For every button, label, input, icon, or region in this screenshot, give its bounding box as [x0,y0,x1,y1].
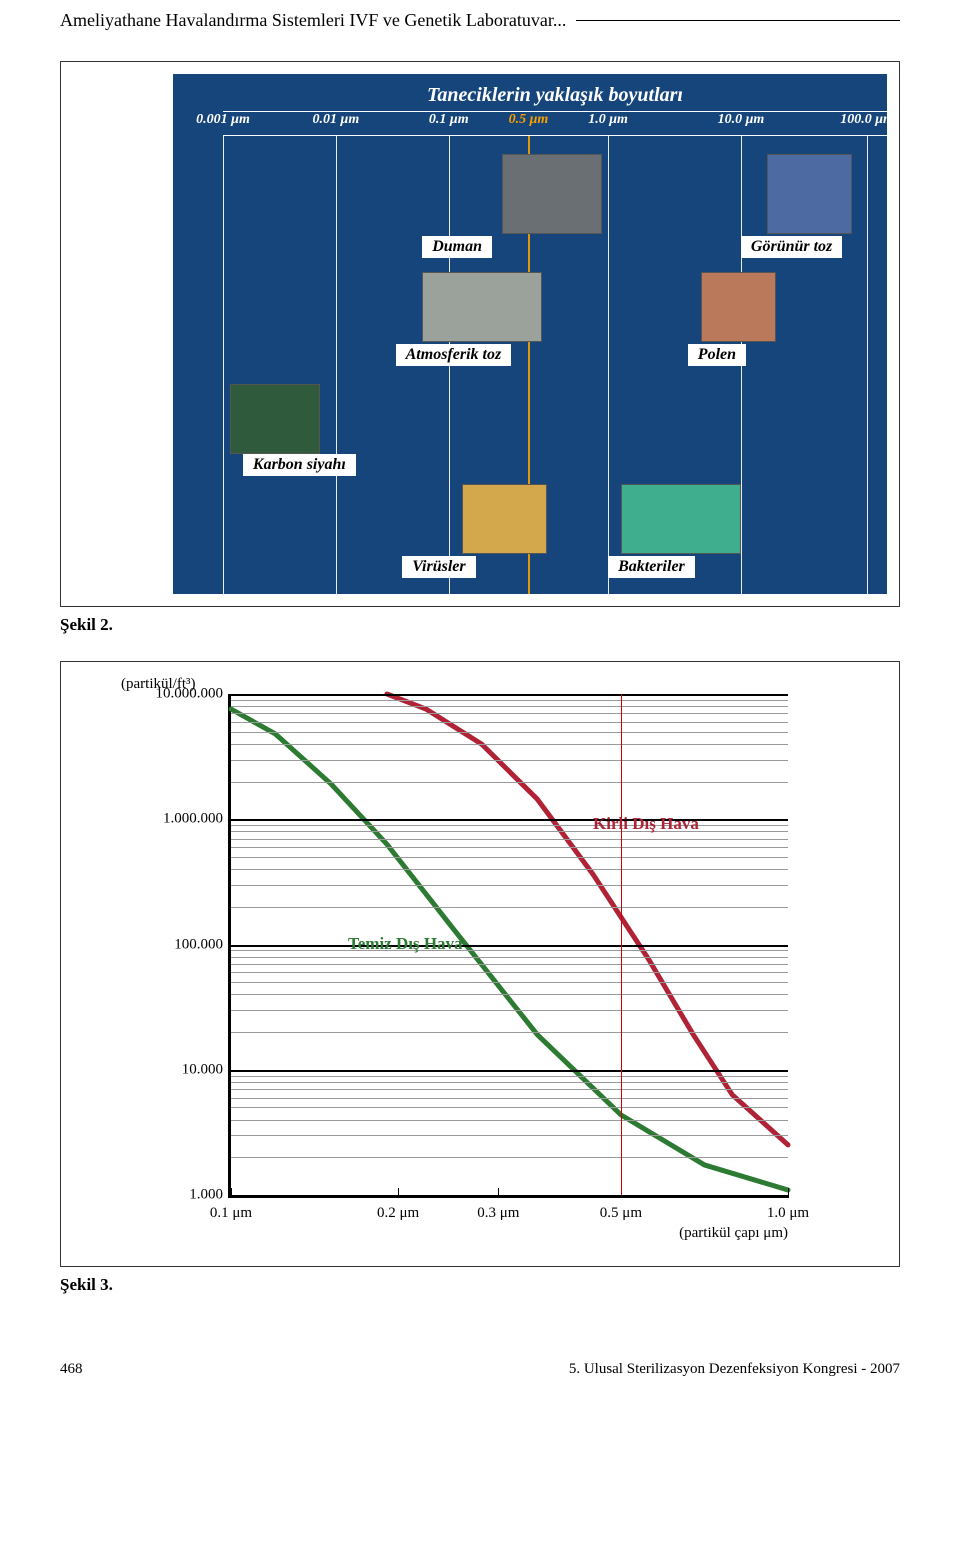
x-tick-label: 0.5 μm [600,1205,642,1222]
y-minor-gridline [231,857,788,858]
scale-tick: 100.0 μm [840,112,894,128]
scale-tick: 10.0 μm [718,112,765,128]
y-major-gridline [231,1070,788,1072]
y-minor-gridline [231,957,788,958]
figure-1-caption: Şekil 2. [60,615,900,635]
y-minor-gridline [231,994,788,995]
y-minor-gridline [231,700,788,701]
particle-label: Karbon siyahı [243,454,356,476]
y-tick-label: 1.000 [189,1187,223,1204]
particle-label: Görünür toz [741,236,842,258]
y-major-gridline [231,1195,788,1197]
y-minor-gridline [231,1157,788,1158]
y-minor-gridline [231,706,788,707]
header-title: Ameliyathane Havalandırma Sistemleri IVF… [60,10,566,31]
x-tick-label: 0.2 μm [377,1205,419,1222]
diagram-title: Taneciklerin yaklaşık boyutları [223,84,887,112]
particle-label: Polen [688,344,746,366]
header-rule-line [576,20,900,21]
particle-size-diagram: Taneciklerin yaklaşık boyutları 0.001 μm… [173,74,887,594]
y-minor-gridline [231,1089,788,1090]
scale-tick: 0.1 μm [429,112,469,128]
x-tick [788,1188,789,1198]
chart-plot-area: (partikül çapı μm) 10.000.0001.000.00010… [228,694,788,1198]
size-scale: 0.001 μm0.01 μm0.1 μm0.5 μm1.0 μm10.0 μm… [223,112,887,136]
scale-vertical-line [867,136,868,594]
y-minor-gridline [231,869,788,870]
y-minor-gridline [231,760,788,761]
page-footer: 468 5. Ulusal Sterilizasyon Dezenfeksiyo… [60,1321,900,1388]
x-tick-label: 0.1 μm [210,1205,252,1222]
particle-image-swatch [701,272,776,342]
particle-image-swatch [230,384,320,454]
y-minor-gridline [231,1135,788,1136]
figure-2-caption: Şekil 3. [60,1275,900,1295]
particle-image-swatch [621,484,741,554]
y-minor-gridline [231,1120,788,1121]
x-tick-label: 1.0 μm [767,1205,809,1222]
y-minor-gridline [231,722,788,723]
y-minor-gridline [231,825,788,826]
scale-vertical-line [608,136,609,594]
particle-label: Bakteriler [608,556,695,578]
running-header: Ameliyathane Havalandırma Sistemleri IVF… [60,10,900,31]
y-tick-label: 100.000 [174,936,223,953]
x-tick [498,1188,499,1198]
y-minor-gridline [231,982,788,983]
y-minor-gridline [231,839,788,840]
figure-1-box: Taneciklerin yaklaşık boyutları 0.001 μm… [60,61,900,607]
y-minor-gridline [231,732,788,733]
y-minor-gridline [231,964,788,965]
scale-tick: 0.001 μm [196,112,250,128]
particle-label: Virüsler [402,556,475,578]
series-label: Temiz Dış Hava [348,934,463,954]
particle-count-chart: (partikül/ft³) (partikül çapı μm) 10.000… [73,674,887,1254]
y-minor-gridline [231,831,788,832]
y-major-gridline [231,945,788,947]
y-minor-gridline [231,847,788,848]
y-minor-gridline [231,1082,788,1083]
figure-2-box: (partikül/ft³) (partikül çapı μm) 10.000… [60,661,900,1267]
x-tick [231,1188,232,1198]
y-minor-gridline [231,1032,788,1033]
y-minor-gridline [231,744,788,745]
y-major-gridline [231,819,788,821]
y-minor-gridline [231,782,788,783]
particle-image-swatch [767,154,852,234]
x-tick-label: 0.3 μm [477,1205,519,1222]
y-minor-gridline [231,1076,788,1077]
particle-label: Atmosferik toz [396,344,512,366]
conference-line: 5. Ulusal Sterilizasyon Dezenfeksiyon Ko… [569,1361,900,1378]
y-minor-gridline [231,1010,788,1011]
y-tick-label: 10.000 [182,1061,223,1078]
particle-image-swatch [502,154,602,234]
scale-tick: 0.5 μm [509,112,549,128]
series-label: Kirli Dış Hava [593,814,699,834]
particle-image-swatch [422,272,542,342]
y-tick-label: 10.000.000 [156,686,224,703]
y-minor-gridline [231,1098,788,1099]
x-tick [621,694,622,1195]
x-tick [398,1188,399,1198]
scale-tick: 1.0 μm [588,112,628,128]
y-minor-gridline [231,713,788,714]
y-tick-label: 1.000.000 [163,811,223,828]
scale-vertical-line [223,136,224,594]
particle-label: Duman [422,236,492,258]
y-minor-gridline [231,907,788,908]
y-minor-gridline [231,885,788,886]
y-minor-gridline [231,950,788,951]
scale-vertical-line [336,136,337,594]
page-number: 468 [60,1361,83,1378]
y-minor-gridline [231,1107,788,1108]
scale-tick: 0.01 μm [313,112,360,128]
y-major-gridline [231,694,788,696]
y-minor-gridline [231,972,788,973]
particle-image-swatch [462,484,547,554]
x-axis-title: (partikül çapı μm) [679,1225,788,1242]
